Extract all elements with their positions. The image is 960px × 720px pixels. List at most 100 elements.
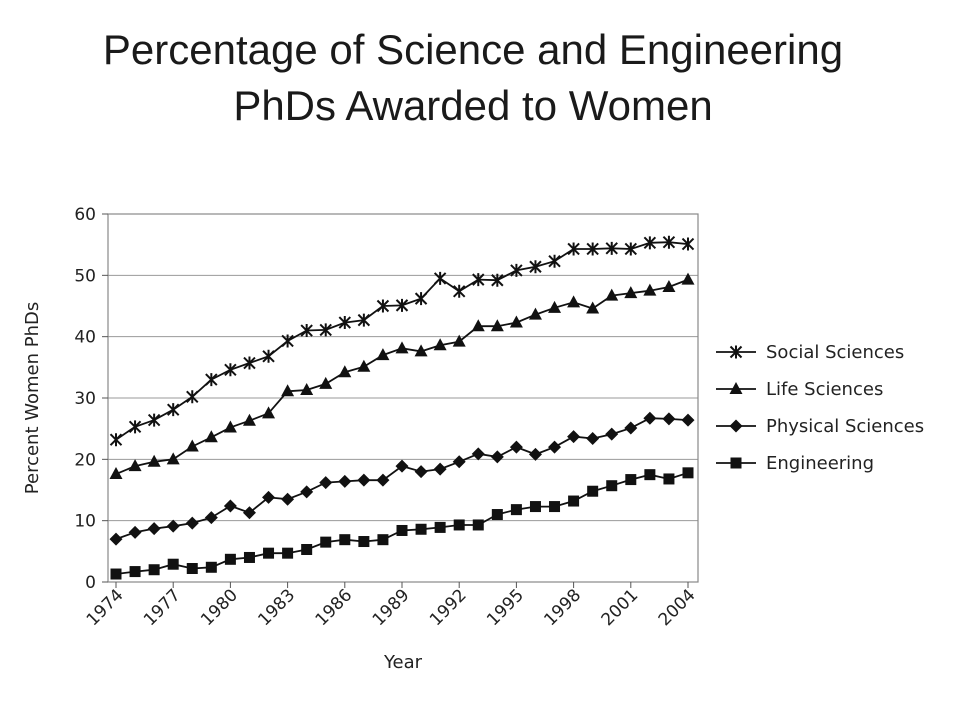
data-point — [682, 467, 694, 479]
data-point — [452, 334, 466, 347]
data-point — [548, 300, 562, 313]
data-point — [300, 383, 314, 396]
data-point — [491, 509, 503, 521]
x-tick-label: 1995 — [483, 585, 528, 630]
data-point — [396, 524, 408, 536]
data-point — [567, 295, 581, 308]
x-tick-label: 1983 — [254, 585, 299, 630]
data-point — [471, 319, 485, 332]
data-point — [433, 338, 447, 351]
data-point — [128, 525, 142, 539]
data-point — [586, 301, 600, 314]
data-point — [471, 447, 485, 461]
data-point — [529, 260, 542, 274]
data-point — [185, 439, 199, 452]
data-point — [205, 373, 218, 387]
data-point — [624, 421, 638, 435]
data-point — [395, 298, 409, 312]
data-point — [186, 390, 199, 404]
data-point — [681, 272, 695, 285]
data-point — [128, 420, 142, 434]
data-point — [662, 279, 676, 292]
x-axis-ticks: 1974 1977 1980 1983 1986 1989 1992 1995 1998 2001… — [83, 582, 700, 630]
data-point — [490, 319, 504, 332]
data-point — [186, 563, 198, 575]
data-point — [452, 455, 466, 469]
series-line — [115, 241, 689, 441]
legend-marker — [729, 382, 743, 394]
data-point — [338, 474, 352, 488]
data-point — [490, 450, 504, 464]
legend-marker — [729, 419, 743, 433]
slide-title-line-1: Percentage of Science and Engineering — [102, 26, 844, 73]
data-point — [662, 412, 676, 426]
series-line — [115, 471, 689, 575]
data-point — [605, 427, 619, 441]
data-point — [549, 501, 561, 513]
data-point — [223, 499, 237, 513]
legend-label: Life Sciences — [766, 379, 883, 400]
data-point — [453, 519, 465, 531]
y-tick-label: 40 — [74, 328, 96, 348]
data-point — [491, 273, 504, 287]
data-point — [395, 459, 409, 473]
data-point — [319, 476, 333, 490]
data-point — [301, 543, 313, 555]
data-point — [377, 534, 389, 546]
data-point — [528, 307, 542, 320]
legend: Social Sciences Life Sciences Physical Sci… — [716, 342, 924, 474]
legend-item: Life Sciences — [716, 379, 883, 400]
data-point — [338, 316, 352, 330]
data-point — [281, 492, 295, 506]
data-point — [147, 413, 161, 427]
x-tick-label: 1977 — [140, 585, 185, 630]
data-point — [148, 564, 160, 576]
data-point — [472, 519, 484, 531]
data-point — [147, 522, 161, 536]
data-point — [376, 348, 390, 361]
data-point — [434, 521, 446, 533]
data-point — [586, 242, 599, 256]
data-point — [395, 341, 409, 354]
data-point — [568, 495, 580, 507]
data-point — [185, 516, 199, 530]
data-point — [510, 504, 522, 516]
y-tick-label: 50 — [74, 266, 96, 286]
x-tick-label: 2001 — [598, 585, 643, 630]
data-point — [262, 406, 276, 419]
series-physical-sciences — [109, 411, 695, 546]
data-point — [510, 263, 523, 277]
data-point — [358, 536, 370, 548]
data-point — [643, 236, 657, 250]
data-point — [548, 440, 562, 454]
data-point — [414, 465, 428, 479]
x-tick-label: 1986 — [312, 585, 357, 630]
data-point — [300, 324, 313, 338]
data-point — [357, 473, 371, 487]
data-point — [509, 440, 523, 454]
data-point — [338, 365, 352, 378]
data-point — [643, 283, 657, 296]
data-point — [281, 334, 294, 348]
data-point — [606, 480, 618, 492]
data-point — [282, 547, 294, 559]
data-point — [357, 359, 371, 372]
legend-item: Physical Sciences — [716, 416, 924, 437]
data-point — [223, 420, 237, 433]
data-point — [624, 286, 638, 299]
series-engineering — [110, 467, 694, 580]
legend-label: Physical Sciences — [766, 416, 924, 437]
x-axis-title: Year — [383, 652, 423, 673]
data-point — [224, 553, 236, 565]
data-point — [262, 490, 276, 504]
x-tick-label: 2004 — [655, 585, 700, 630]
data-point — [262, 349, 275, 363]
data-point — [663, 473, 675, 485]
data-point — [243, 356, 256, 370]
data-point — [605, 288, 619, 301]
data-point — [548, 254, 561, 268]
data-point — [415, 523, 427, 535]
y-tick-label: 60 — [74, 205, 96, 225]
x-tick-label: 1992 — [426, 585, 471, 630]
data-point — [204, 430, 218, 443]
